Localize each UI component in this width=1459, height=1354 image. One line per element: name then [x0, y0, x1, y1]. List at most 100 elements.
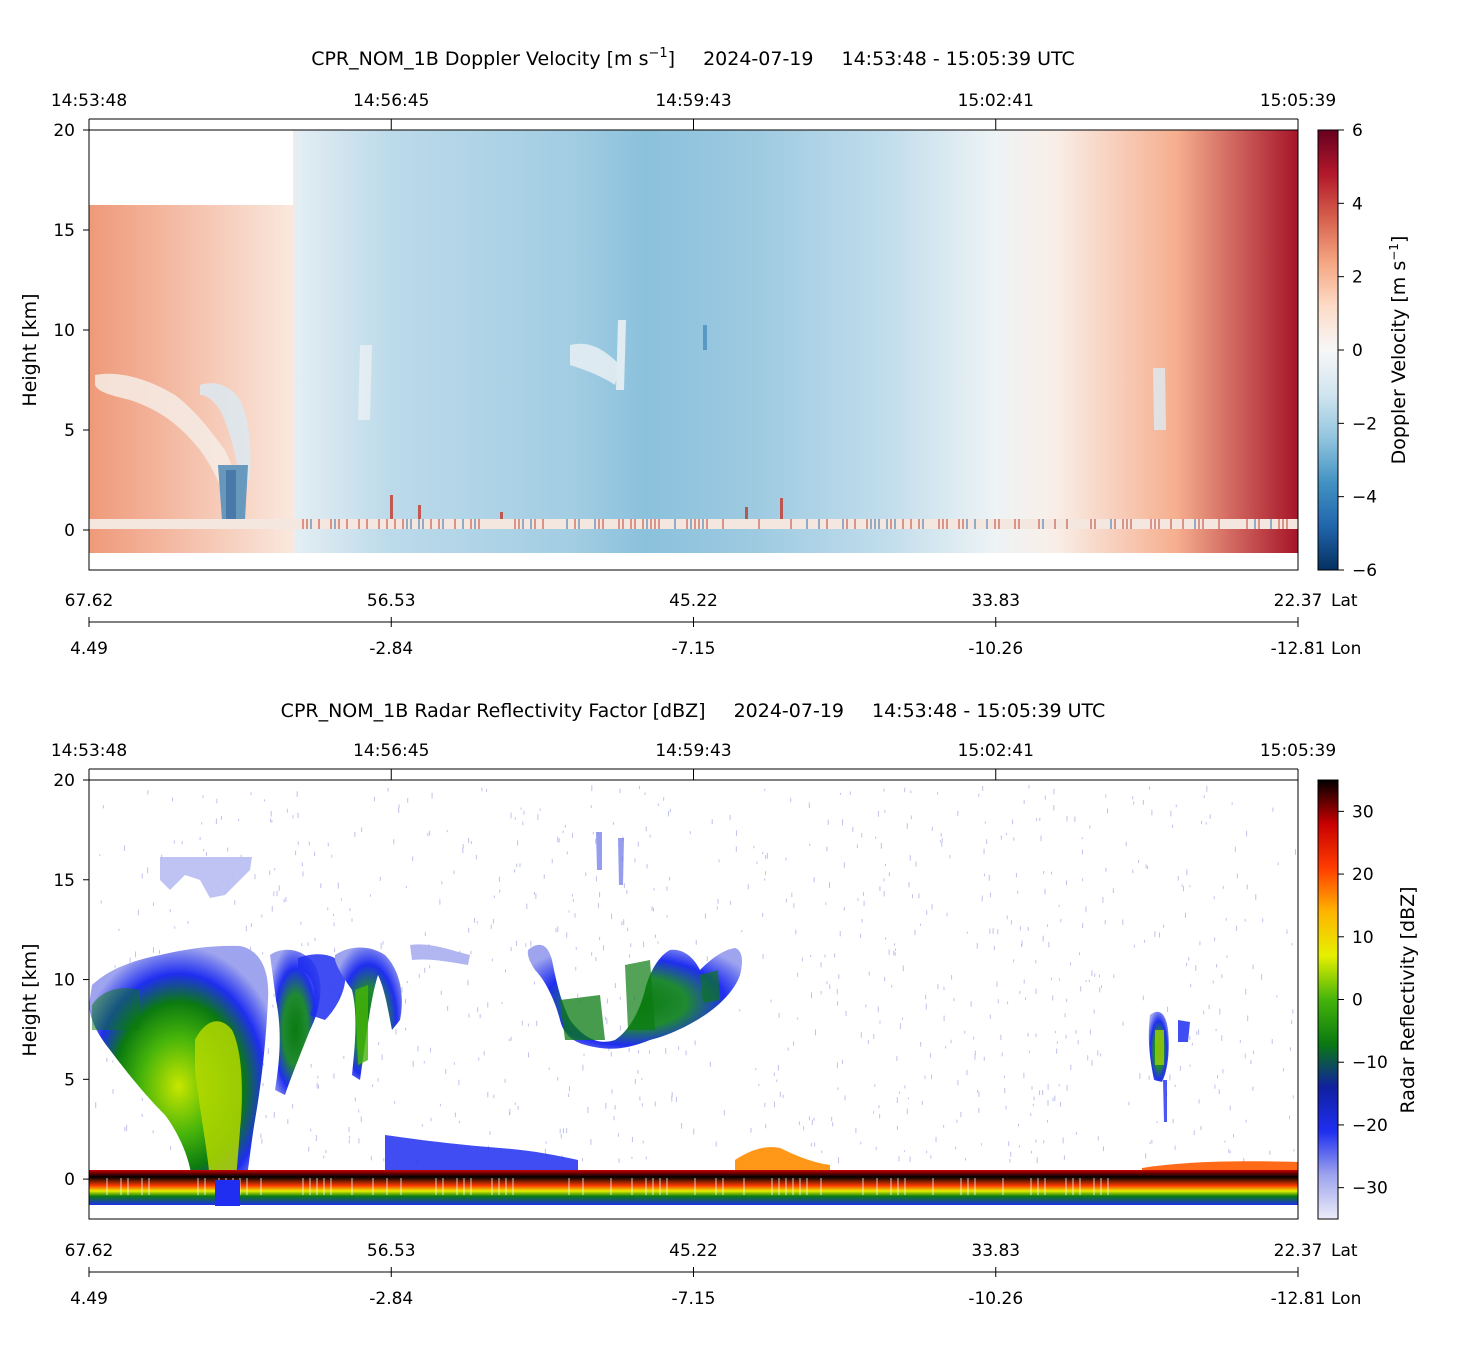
noise-speckle	[993, 945, 995, 951]
noise-speckle	[764, 878, 766, 881]
noise-speckle	[810, 1143, 812, 1147]
noise-speckle	[505, 969, 507, 973]
noise-speckle	[785, 898, 787, 903]
noise-speckle	[491, 958, 493, 962]
noise-speckle	[1004, 1088, 1006, 1094]
noise-speckle	[1183, 886, 1185, 892]
noise-speckle	[387, 787, 389, 792]
colorbar-tick-label: 20	[1352, 865, 1374, 885]
reflectivity-lon-axis: 4.49 -2.84 -7.15 -10.26 -12.81 Lon	[70, 1267, 1361, 1309]
noise-speckle	[628, 1047, 630, 1053]
noise-speckle	[1294, 849, 1296, 855]
noise-speckle	[862, 891, 864, 896]
noise-speckle	[1074, 816, 1076, 823]
noise-speckle	[316, 1082, 318, 1089]
noise-speckle	[493, 1094, 495, 1099]
noise-speckle	[1000, 835, 1002, 840]
noise-speckle	[1005, 833, 1007, 836]
noise-speckle	[1070, 1064, 1072, 1071]
noise-speckle	[1206, 785, 1208, 792]
noise-speckle	[1009, 1159, 1011, 1163]
noise-speckle	[307, 942, 309, 946]
noise-speckle	[1190, 983, 1192, 988]
noise-speckle	[619, 1025, 621, 1031]
lon-tick-label: -7.15	[672, 639, 716, 659]
noise-speckle	[301, 943, 303, 946]
noise-speckle	[1113, 974, 1115, 978]
noise-speckle	[839, 930, 841, 937]
noise-speckle	[445, 1068, 447, 1075]
noise-speckle	[1079, 952, 1081, 956]
noise-speckle	[470, 950, 472, 955]
noise-speckle	[950, 1039, 952, 1044]
noise-speckle	[261, 914, 263, 918]
noise-speckle	[250, 792, 252, 796]
noise-speckle	[654, 934, 656, 938]
time-tick-label: 14:59:43	[655, 91, 731, 111]
noise-speckle	[1066, 815, 1068, 822]
noise-speckle	[895, 948, 897, 951]
clutter-blip	[500, 512, 503, 519]
noise-speckle	[489, 1131, 491, 1135]
noise-speckle	[519, 863, 521, 868]
noise-speckle	[1198, 1099, 1200, 1104]
noise-speckle	[1132, 869, 1134, 874]
noise-speckle	[842, 819, 844, 826]
noise-speckle	[678, 1046, 680, 1050]
noise-speckle	[520, 807, 522, 810]
noise-speckle	[877, 1006, 879, 1013]
noise-speckle	[1167, 1006, 1169, 1012]
noise-speckle	[526, 903, 528, 910]
noise-speckle	[836, 988, 838, 995]
noise-speckle	[358, 1109, 360, 1113]
time-tick-label: 14:56:45	[353, 741, 429, 761]
noise-speckle	[1262, 918, 1264, 923]
noise-speckle	[651, 906, 653, 911]
noise-speckle	[765, 1124, 767, 1129]
noise-speckle	[641, 1103, 643, 1107]
noise-speckle	[260, 1133, 262, 1139]
reflectivity-isolated-cloud	[1148, 1011, 1190, 1122]
noise-speckle	[840, 792, 842, 795]
noise-speckle	[657, 941, 659, 944]
noise-speckle	[1148, 1075, 1150, 1080]
noise-speckle	[909, 1156, 911, 1162]
noise-speckle	[551, 858, 553, 864]
noise-speckle	[412, 1060, 414, 1067]
noise-speckle	[516, 940, 518, 946]
noise-speckle	[984, 873, 986, 877]
noise-speckle	[181, 841, 183, 845]
noise-speckle	[983, 1056, 985, 1061]
noise-speckle	[533, 981, 535, 985]
noise-speckle	[657, 803, 659, 807]
noise-speckle	[1172, 1118, 1174, 1124]
noise-speckle	[440, 990, 442, 995]
time-tick-label: 15:02:41	[958, 91, 1034, 111]
noise-speckle	[1246, 830, 1248, 837]
noise-speckle	[1027, 926, 1029, 931]
noise-speckle	[557, 1077, 559, 1081]
noise-speckle	[250, 923, 252, 927]
noise-speckle	[528, 1052, 530, 1058]
noise-speckle	[1099, 987, 1101, 993]
noise-speckle	[824, 954, 826, 958]
lat-tick-label: 22.37	[1274, 591, 1323, 611]
noise-speckle	[709, 1061, 711, 1067]
noise-speckle	[1225, 917, 1227, 921]
noise-speckle	[201, 822, 203, 825]
noise-speckle	[152, 902, 154, 906]
noise-speckle	[627, 927, 629, 932]
noise-speckle	[782, 1094, 784, 1098]
noise-speckle	[424, 931, 426, 937]
noise-speckle	[332, 913, 334, 916]
noise-speckle	[1247, 1015, 1249, 1022]
doppler-plot-area	[89, 130, 1298, 570]
noise-speckle	[793, 903, 795, 908]
noise-speckle	[1253, 1050, 1255, 1054]
noise-speckle	[354, 1097, 356, 1102]
noise-speckle	[381, 1054, 383, 1061]
noise-speckle	[555, 928, 557, 933]
noise-speckle	[1040, 835, 1042, 842]
noise-speckle	[843, 862, 845, 868]
noise-speckle	[1181, 884, 1183, 887]
